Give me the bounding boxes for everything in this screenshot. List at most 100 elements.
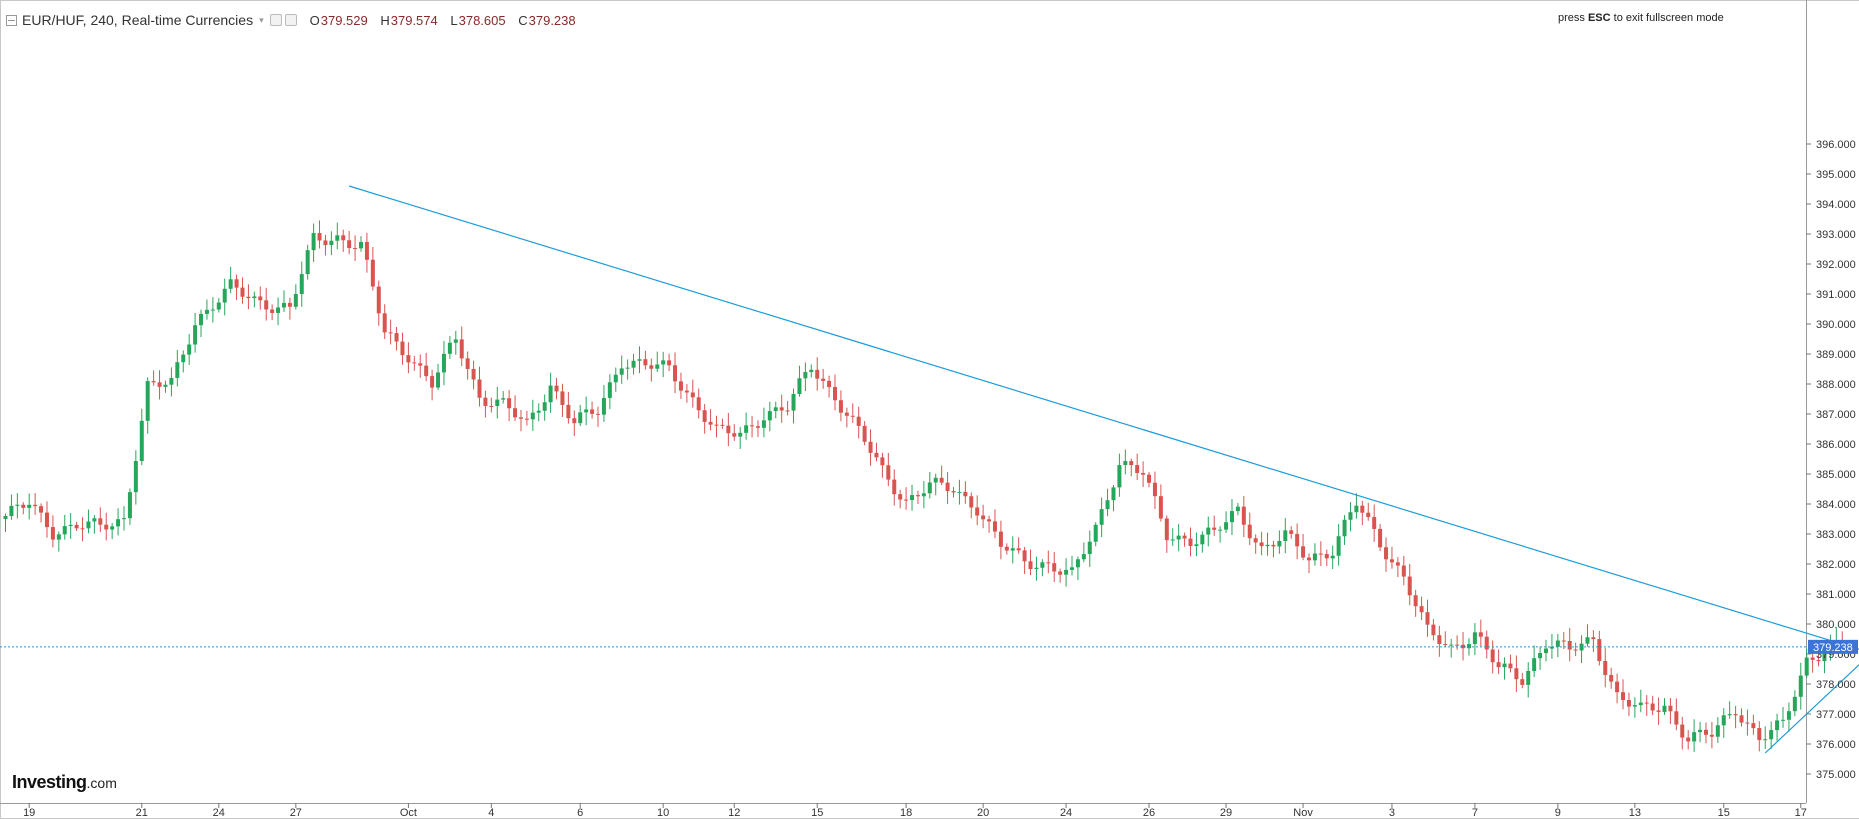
candle-body	[992, 521, 997, 532]
candle-body	[1538, 653, 1543, 659]
candle-body	[1555, 640, 1560, 647]
candle-body	[453, 339, 458, 343]
candle-body	[127, 492, 132, 519]
candle-body	[1490, 649, 1495, 663]
candle-body	[838, 400, 843, 413]
candle-body	[459, 339, 464, 359]
candle-body	[1312, 553, 1317, 561]
x-tick-label: 15	[1718, 807, 1730, 819]
candle-body	[1229, 511, 1234, 523]
y-tick-label: 396.000	[1816, 139, 1856, 151]
candle-body	[1283, 530, 1288, 542]
trendline-layer[interactable]	[348, 185, 1859, 754]
candle-body	[169, 377, 174, 385]
x-tick-label: 29	[1220, 807, 1232, 819]
investing-logo[interactable]: Investing.com	[12, 772, 117, 793]
candle-body	[86, 521, 91, 529]
candle-body	[821, 378, 826, 381]
candle-body	[601, 397, 606, 415]
candle-body	[1786, 711, 1791, 720]
candle-body	[631, 360, 636, 368]
candle-body	[252, 296, 257, 299]
y-tick-label: 390.000	[1816, 319, 1856, 331]
candle-body	[1093, 524, 1098, 542]
candle-body	[678, 381, 683, 391]
collapse-icon[interactable]	[6, 14, 17, 26]
candle-body	[1615, 681, 1620, 693]
candle-body	[844, 412, 849, 416]
candle-body	[738, 432, 743, 437]
candle-body	[1496, 662, 1501, 668]
y-tick-label: 389.000	[1816, 349, 1856, 361]
candle-body	[187, 344, 192, 355]
notice-suffix: to exit fullscreen mode	[1610, 12, 1724, 24]
y-tick-label: 383.000	[1816, 529, 1856, 541]
candle-body	[1152, 482, 1157, 497]
candle-body	[234, 279, 239, 288]
candle-body	[276, 307, 281, 313]
candle-body	[714, 424, 719, 426]
x-tick-label: 27	[290, 807, 302, 819]
settings-toggle-icon[interactable]	[284, 14, 297, 26]
candle-body	[1384, 547, 1389, 560]
visibility-toggle-icon[interactable]	[269, 14, 282, 26]
candle-body	[696, 397, 701, 411]
candle-body	[465, 358, 470, 369]
candle-body	[299, 274, 304, 295]
candle-body	[495, 399, 500, 407]
candle-body	[116, 519, 121, 527]
candle-body	[477, 379, 482, 398]
candle-body	[1763, 739, 1768, 741]
candle-body	[957, 491, 962, 493]
candle-body	[3, 516, 8, 519]
candle-body	[1822, 652, 1827, 662]
x-tick-label: 15	[811, 807, 823, 819]
chevron-down-icon[interactable]: ▾	[259, 14, 264, 25]
candle-body	[1597, 639, 1602, 662]
y-tick-label: 376.000	[1816, 739, 1856, 751]
candle-body	[1792, 696, 1797, 712]
candle-body	[353, 248, 358, 250]
candle-body	[1514, 668, 1519, 680]
x-tick-label: 6	[577, 807, 583, 819]
candle-body	[1727, 714, 1732, 716]
y-axis: 375.000376.000377.000378.000379.000380.0…	[1806, 139, 1856, 781]
candle-body	[157, 382, 162, 387]
candle-body	[1324, 554, 1329, 559]
candle-body	[1235, 506, 1240, 512]
trendline[interactable]	[1764, 636, 1859, 754]
candle-body	[856, 416, 861, 426]
low-value: 378.605	[458, 12, 506, 28]
candle-body	[1176, 535, 1181, 540]
candle-body	[151, 381, 156, 383]
candle-body	[359, 241, 363, 249]
candle-body	[1022, 550, 1027, 562]
trendline[interactable]	[348, 185, 1859, 675]
candle-body	[1585, 637, 1590, 644]
y-tick-label: 382.000	[1816, 559, 1856, 571]
candle-body	[791, 393, 796, 411]
candle-body	[222, 288, 227, 303]
candle-body	[74, 524, 79, 529]
candle-body	[163, 384, 168, 387]
candle-body	[1040, 562, 1045, 568]
candle-body	[1573, 649, 1578, 651]
candle-body	[572, 418, 577, 424]
candle-body	[1502, 663, 1507, 668]
candle-body	[1733, 714, 1738, 716]
x-tick-label: 26	[1143, 807, 1155, 819]
candle-body	[1182, 535, 1187, 539]
candle-body	[1253, 538, 1258, 543]
notice-key: ESC	[1587, 12, 1611, 24]
candle-body	[548, 385, 553, 403]
fullscreen-notice: press ESC to exit fullscreen mode	[1558, 12, 1724, 24]
candle-body	[661, 360, 666, 365]
x-axis: 19 21 24 27 Oct 4 6 10 12 15 18 20 24 26 29 Nov 3 7 9 13 15 1…	[23, 803, 1807, 819]
candle-body	[584, 409, 589, 413]
candle-body	[44, 512, 49, 528]
candle-body	[915, 495, 920, 497]
candle-body	[1567, 640, 1572, 650]
candle-body	[1798, 675, 1803, 697]
candle-body	[1413, 595, 1418, 607]
